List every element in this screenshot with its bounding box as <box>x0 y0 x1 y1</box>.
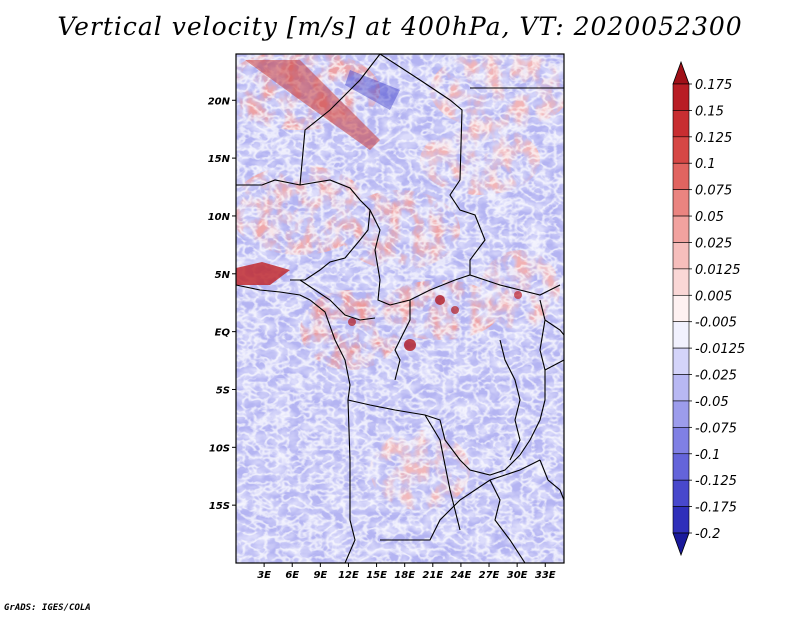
colorbar-label: 0.005 <box>695 289 732 304</box>
colorbar-swatch <box>672 321 690 349</box>
colorbar-swatch <box>672 479 690 507</box>
grads-credit: GrADS: IGES/COLA <box>4 603 91 613</box>
colorbar-swatch <box>672 136 690 164</box>
y-tick-label: 15S <box>209 501 230 512</box>
y-tick-label: EQ <box>215 328 231 339</box>
colorbar-label: -0.2 <box>695 527 720 542</box>
colorbar-swatch <box>672 347 690 375</box>
x-tick-label: 9E <box>313 570 327 581</box>
colorbar-swatch <box>672 506 690 534</box>
colorbar-label: -0.1 <box>695 448 720 463</box>
colorbar-swatch <box>672 110 690 138</box>
x-tick-label: 30E <box>507 570 528 581</box>
y-tick-label: 15N <box>208 154 231 165</box>
y-tick-label: 5N <box>215 270 231 281</box>
colorbar-swatch <box>672 189 690 217</box>
chart-title: Vertical velocity [m/s] at 400hPa, VT: 2… <box>57 12 743 41</box>
colorbar-label: 0.025 <box>695 236 732 251</box>
colorbar-label: -0.025 <box>695 369 737 384</box>
y-tick-label: 10N <box>208 212 231 223</box>
country-borders <box>236 54 564 563</box>
x-tick-label: 27E <box>479 570 500 581</box>
colorbar-swatch <box>672 83 690 111</box>
x-tick-label: 24E <box>451 570 472 581</box>
y-axis: 20N 15N 10N 5N EQ 5S 10S 15S <box>208 96 236 512</box>
x-tick-label: 3E <box>257 570 271 581</box>
x-tick-label: 6E <box>285 570 299 581</box>
colorbar-swatch <box>672 162 690 190</box>
colorbar-swatch <box>672 427 690 455</box>
colorbar-label: 0.1 <box>695 157 716 172</box>
colorbar-label: 0.075 <box>695 184 732 199</box>
colorbar-label: -0.075 <box>695 421 737 436</box>
colorbar-label: 0.05 <box>695 210 724 225</box>
colorbar-swatch <box>672 400 690 428</box>
colorbar-swatch <box>672 294 690 323</box>
colorbar-label: -0.005 <box>695 316 737 331</box>
colorbar-label: -0.125 <box>695 474 737 489</box>
vertical-velocity-field <box>236 54 564 563</box>
y-tick-label: 20N <box>208 96 231 107</box>
colorbar-label: -0.05 <box>695 395 729 410</box>
x-tick-label: 33E <box>535 570 556 581</box>
colorbar-label: 0.15 <box>695 104 724 119</box>
x-axis: 3E 6E 9E 12E 15E 18E 21E 24E 27E 30E 33E <box>257 563 556 581</box>
colorbar-label: 0.175 <box>695 78 732 93</box>
colorbar-swatch <box>672 453 690 481</box>
colorbar-label: -0.0125 <box>695 342 745 357</box>
x-tick-label: 18E <box>394 570 415 581</box>
plot-frame <box>235 53 565 564</box>
colorbar-label: -0.175 <box>695 501 737 516</box>
y-tick-label: 10S <box>209 443 230 454</box>
y-tick-label: 5S <box>216 385 230 396</box>
x-tick-label: 15E <box>366 570 387 581</box>
colorbar-label: 0.125 <box>695 131 732 146</box>
colorbar-swatch <box>672 215 690 243</box>
colorbar: 0.175 0.15 0.125 0.1 0.075 0.05 0.025 0.0125 0.0… <box>672 60 745 557</box>
colorbar-label: 0.0125 <box>695 263 741 278</box>
colorbar-bottom-arrow <box>672 532 690 557</box>
colorbar-swatch <box>672 242 690 270</box>
colorbar-swatch <box>672 374 690 402</box>
x-tick-label: 12E <box>338 570 359 581</box>
colorbar-top-arrow <box>672 60 690 85</box>
x-tick-label: 21E <box>422 570 443 581</box>
colorbar-swatch <box>672 268 690 296</box>
